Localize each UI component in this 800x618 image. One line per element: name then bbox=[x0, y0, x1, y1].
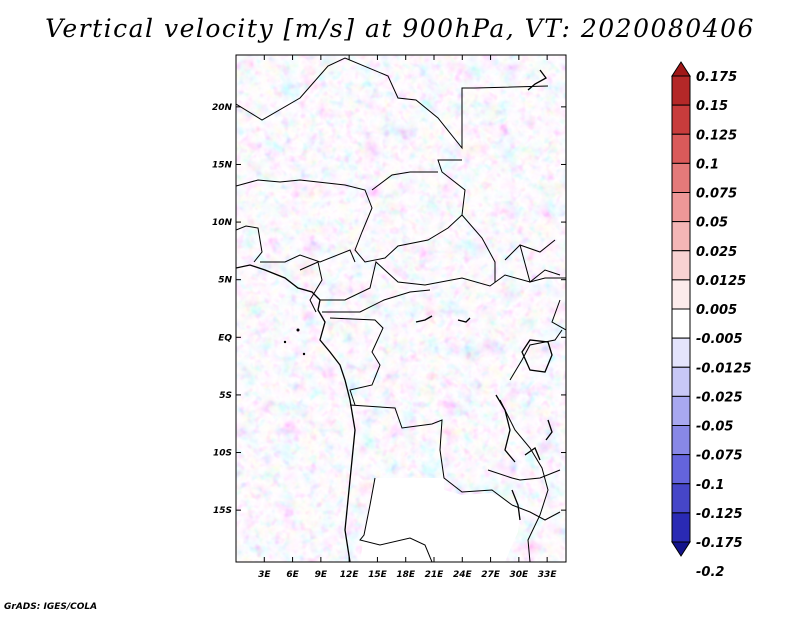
colorbar-swatch bbox=[671, 221, 691, 252]
lon-label: 21E bbox=[425, 570, 445, 580]
colorbar-label: -0.025 bbox=[696, 390, 743, 405]
colorbar-swatch bbox=[671, 483, 691, 514]
islands bbox=[283, 328, 306, 356]
colorbar-label: -0.2 bbox=[696, 565, 724, 580]
lon-label: 12E bbox=[340, 570, 360, 580]
lat-label: 15S bbox=[213, 506, 232, 516]
lat-label: 15N bbox=[212, 160, 233, 170]
colorbar-swatch bbox=[671, 192, 691, 223]
map-frame bbox=[235, 54, 567, 563]
colorbar-swatch bbox=[671, 337, 691, 368]
lat-label: EQ bbox=[218, 333, 232, 343]
colorbar-label: -0.125 bbox=[696, 507, 743, 522]
colorbar-swatch bbox=[671, 308, 691, 339]
lon-label: 30E bbox=[510, 570, 530, 580]
colorbar-swatch bbox=[671, 75, 691, 106]
longitude-axis: 3E 6E 9E 12E 15E 18E 21E 24E 27E 30E 33E bbox=[258, 55, 557, 580]
colorbar-swatch bbox=[671, 250, 691, 281]
lon-label: 33E bbox=[538, 570, 558, 580]
lon-label: 3E bbox=[258, 570, 271, 580]
coastlines bbox=[236, 69, 553, 562]
lon-label: 24E bbox=[453, 570, 473, 580]
colorbar-label: 0.025 bbox=[696, 245, 737, 260]
masked-region bbox=[360, 478, 520, 562]
lon-label: 18E bbox=[396, 570, 416, 580]
colorbar-swatch bbox=[671, 162, 691, 193]
colorbar-swatch bbox=[671, 279, 691, 310]
colorbar-label: -0.175 bbox=[696, 536, 743, 551]
colorbar-swatch bbox=[671, 512, 691, 543]
lon-label: 6E bbox=[286, 570, 299, 580]
chart-title: Vertical velocity [m/s] at 900hPa, VT: 2… bbox=[45, 14, 755, 43]
lat-label: 5S bbox=[219, 391, 232, 401]
colorbar-label: -0.075 bbox=[696, 449, 743, 464]
colorbar-label: 0.075 bbox=[696, 187, 737, 202]
colorbar-label: 0.1 bbox=[696, 157, 719, 172]
lat-label: 10S bbox=[213, 449, 232, 459]
colorbar-label: 0.125 bbox=[696, 128, 737, 143]
footer-credit: GrADS: IGES/COLA bbox=[4, 602, 98, 612]
lon-label: 15E bbox=[368, 570, 388, 580]
lat-label: 20N bbox=[212, 103, 233, 113]
colorbar-label: -0.1 bbox=[696, 478, 724, 493]
colorbar-label: -0.005 bbox=[696, 332, 743, 347]
colorbar-label: 0.15 bbox=[696, 99, 728, 114]
colorbar-swatch bbox=[671, 454, 691, 485]
lat-label: 10N bbox=[212, 218, 233, 228]
colorbar-bottom-arrow bbox=[671, 541, 691, 557]
country-borders bbox=[236, 57, 566, 562]
colorbar-label: 0.175 bbox=[696, 70, 737, 85]
colorbar-swatch bbox=[671, 395, 691, 426]
map-plot-area bbox=[236, 55, 566, 562]
colorbar-top-arrow bbox=[671, 61, 691, 77]
lon-label: 27E bbox=[481, 570, 501, 580]
lat-label: 5N bbox=[218, 276, 232, 286]
colorbar-label: -0.0125 bbox=[696, 361, 752, 376]
lon-label: 9E bbox=[315, 570, 328, 580]
colorbar-swatch bbox=[671, 104, 691, 135]
colorbar-label: 0.05 bbox=[696, 216, 728, 231]
colorbar-swatch bbox=[671, 133, 691, 164]
colorbar-label: 0.0125 bbox=[696, 274, 746, 289]
latitude-axis: 20N 15N 10N 5N EQ 5S 10S 15S bbox=[212, 103, 566, 516]
colorbar-swatch bbox=[671, 366, 691, 397]
colorbar-label: -0.05 bbox=[696, 420, 733, 435]
colorbar-label: 0.005 bbox=[696, 303, 737, 318]
colorbar-swatch bbox=[671, 425, 691, 456]
